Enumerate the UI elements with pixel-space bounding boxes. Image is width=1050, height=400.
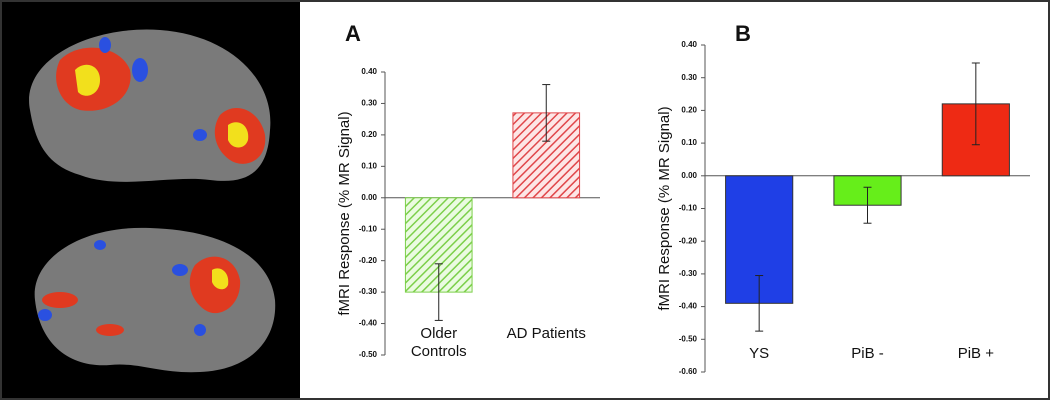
y-tick-label: -0.30	[359, 287, 378, 296]
panel-label: A	[345, 21, 361, 46]
x-tick-label: PiB -	[851, 345, 884, 362]
x-tick-label: Older Controls	[410, 325, 467, 360]
y-tick-label: 0.20	[361, 130, 377, 139]
x-tick-label: AD Patients	[506, 325, 586, 342]
y-tick-label: -0.50	[679, 334, 698, 343]
y-tick-label: 0.00	[361, 193, 377, 202]
y-axis-label: fMRI Response (% MR Signal)	[336, 111, 353, 315]
y-tick-label: 0.10	[681, 138, 697, 147]
y-tick-label: -0.30	[679, 269, 698, 278]
y-tick-label: 0.40	[681, 40, 697, 49]
x-tick-label: PiB +	[957, 345, 994, 362]
y-tick-label: -0.60	[679, 367, 698, 376]
y-tick-label: 0.00	[681, 171, 697, 180]
y-tick-label: 0.30	[361, 99, 377, 108]
y-tick-label: -0.40	[359, 319, 378, 328]
y-tick-label: -0.50	[359, 350, 378, 359]
y-axis-label: fMRI Response (% MR Signal)	[656, 106, 673, 310]
brain-images	[2, 2, 300, 398]
y-tick-label: -0.40	[679, 302, 698, 311]
y-tick-label: 0.30	[681, 73, 697, 82]
y-tick-label: -0.20	[679, 236, 698, 245]
y-tick-label: 0.10	[361, 161, 377, 170]
x-tick-label: YS	[749, 345, 770, 362]
y-tick-label: 0.40	[361, 67, 377, 76]
y-tick-label: -0.20	[359, 256, 378, 265]
y-tick-label: -0.10	[359, 224, 378, 233]
panel-label: B	[735, 21, 751, 46]
y-tick-label: 0.20	[681, 106, 697, 115]
y-tick-label: -0.10	[679, 204, 698, 213]
